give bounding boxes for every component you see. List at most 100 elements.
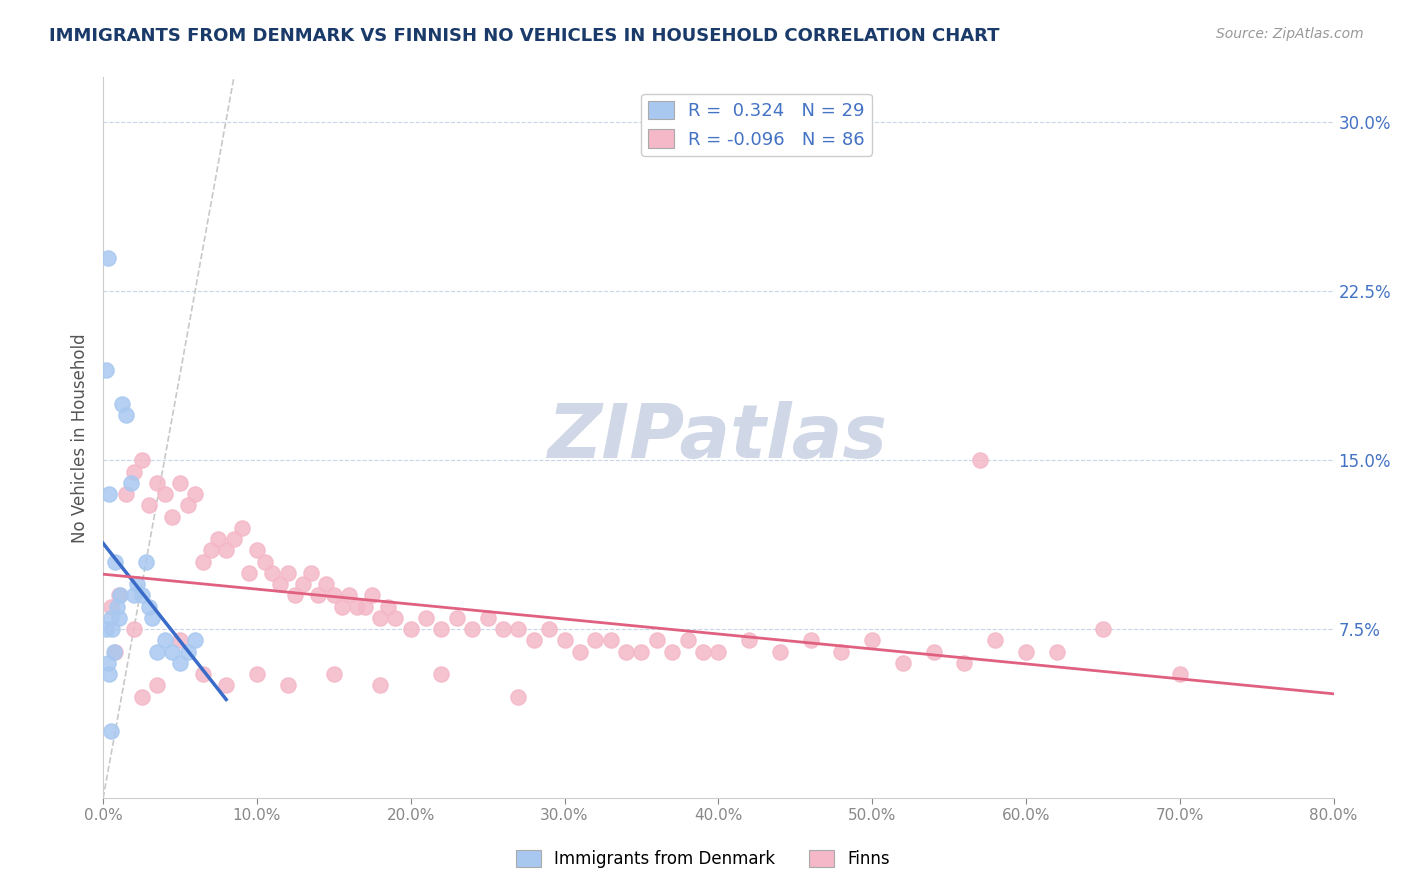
Point: [120, 475, 142, 490]
Point: [107, 611, 129, 625]
Point: [399, 622, 422, 636]
Point: [830, 645, 852, 659]
Point: [330, 599, 353, 614]
Point: [661, 645, 683, 659]
Point: [430, 667, 453, 681]
Point: [969, 453, 991, 467]
Point: [322, 667, 344, 681]
Point: [169, 633, 191, 648]
Point: [131, 690, 153, 704]
Point: [169, 475, 191, 490]
Point: [103, 645, 125, 659]
Point: [508, 690, 530, 704]
Point: [361, 588, 384, 602]
Point: [115, 409, 138, 423]
Point: [146, 475, 169, 490]
Point: [477, 611, 499, 625]
Point: [98, 487, 121, 501]
Point: [277, 678, 299, 692]
Point: [122, 465, 145, 479]
Point: [707, 645, 730, 659]
Point: [246, 667, 269, 681]
Point: [100, 723, 122, 738]
Point: [97, 251, 120, 265]
Point: [953, 656, 976, 670]
Point: [177, 645, 200, 659]
Point: [1046, 645, 1069, 659]
Point: [368, 678, 391, 692]
Point: [769, 645, 792, 659]
Point: [153, 633, 176, 648]
Point: [131, 588, 153, 602]
Point: [1091, 622, 1114, 636]
Y-axis label: No Vehicles in Household: No Vehicles in Household: [72, 333, 89, 542]
Point: [246, 543, 269, 558]
Point: [922, 645, 945, 659]
Text: ZIPatlas: ZIPatlas: [548, 401, 889, 475]
Point: [125, 577, 148, 591]
Legend: R =  0.324   N = 29, R = -0.096   N = 86: R = 0.324 N = 29, R = -0.096 N = 86: [641, 94, 872, 156]
Point: [538, 622, 561, 636]
Point: [222, 532, 245, 546]
Point: [191, 667, 214, 681]
Point: [377, 599, 399, 614]
Point: [162, 509, 184, 524]
Point: [1015, 645, 1038, 659]
Point: [554, 633, 576, 648]
Point: [238, 566, 260, 580]
Point: [207, 532, 229, 546]
Point: [415, 611, 437, 625]
Point: [110, 397, 132, 411]
Point: [104, 645, 127, 659]
Point: [692, 645, 714, 659]
Point: [184, 633, 207, 648]
Text: Source: ZipAtlas.com: Source: ZipAtlas.com: [1216, 27, 1364, 41]
Text: IMMIGRANTS FROM DENMARK VS FINNISH NO VEHICLES IN HOUSEHOLD CORRELATION CHART: IMMIGRANTS FROM DENMARK VS FINNISH NO VE…: [49, 27, 1000, 45]
Point: [800, 633, 823, 648]
Point: [277, 566, 299, 580]
Point: [96, 363, 118, 377]
Point: [337, 588, 360, 602]
Point: [141, 611, 163, 625]
Point: [891, 656, 914, 670]
Point: [104, 555, 127, 569]
Point: [508, 622, 530, 636]
Point: [146, 645, 169, 659]
Point: [1168, 667, 1191, 681]
Point: [599, 633, 621, 648]
Point: [122, 588, 145, 602]
Point: [676, 633, 699, 648]
Point: [262, 566, 284, 580]
Point: [108, 588, 131, 602]
Point: [492, 622, 515, 636]
Point: [146, 678, 169, 692]
Point: [101, 622, 124, 636]
Point: [105, 599, 128, 614]
Point: [368, 611, 391, 625]
Point: [315, 577, 337, 591]
Point: [430, 622, 453, 636]
Point: [307, 588, 329, 602]
Point: [135, 555, 157, 569]
Point: [523, 633, 546, 648]
Point: [614, 645, 637, 659]
Point: [96, 622, 118, 636]
Point: [138, 498, 160, 512]
Point: [169, 656, 191, 670]
Point: [138, 599, 160, 614]
Point: [353, 599, 375, 614]
Point: [568, 645, 591, 659]
Point: [322, 588, 344, 602]
Point: [583, 633, 606, 648]
Point: [200, 543, 222, 558]
Point: [177, 498, 200, 512]
Point: [299, 566, 322, 580]
Point: [860, 633, 883, 648]
Point: [107, 588, 129, 602]
Point: [100, 611, 122, 625]
Point: [215, 543, 238, 558]
Point: [253, 555, 276, 569]
Point: [191, 555, 214, 569]
Point: [115, 487, 138, 501]
Point: [184, 487, 207, 501]
